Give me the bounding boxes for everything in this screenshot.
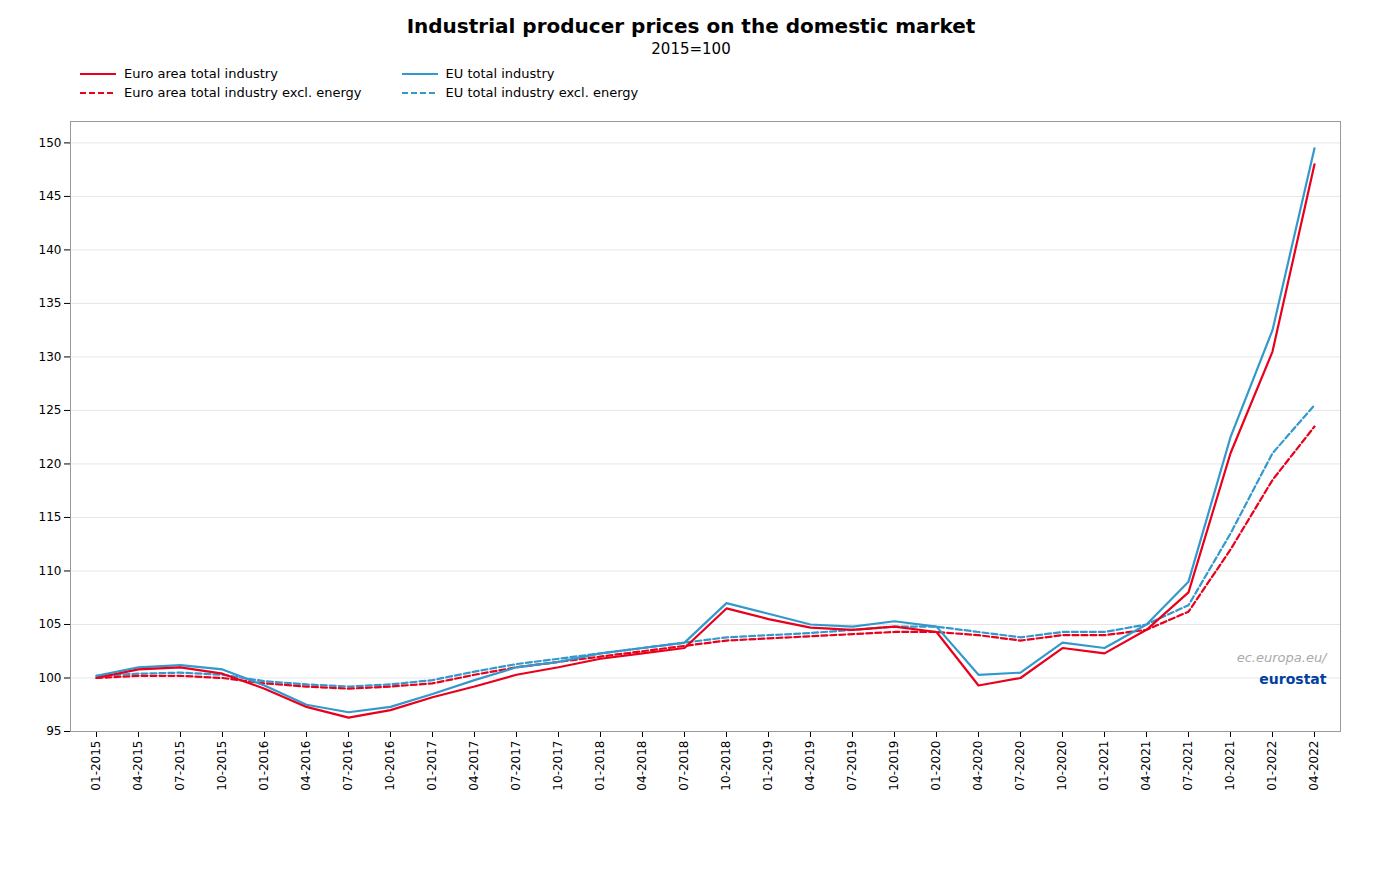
- svg-text:eurostat: eurostat: [1259, 671, 1326, 687]
- svg-text:10-2021: 10-2021: [1223, 741, 1237, 791]
- svg-text:04-2021: 04-2021: [1139, 741, 1153, 791]
- svg-text:07-2018: 07-2018: [677, 741, 691, 791]
- svg-text:10-2016: 10-2016: [383, 741, 397, 791]
- html-text:Euro area total industry: Euro area total industry: [124, 66, 278, 81]
- svg-text:07-2019: 07-2019: [845, 741, 859, 791]
- svg-text:07-2017: 07-2017: [509, 741, 523, 791]
- svg-text:07-2021: 07-2021: [1181, 741, 1195, 791]
- svg-text:125: 125: [39, 403, 62, 417]
- svg-text:130: 130: [39, 350, 62, 364]
- svg-text:145: 145: [39, 189, 62, 203]
- html-text:EU total industry excl. energy: EU total industry excl. energy: [445, 85, 639, 100]
- svg-text:150: 150: [39, 136, 62, 150]
- svg-text:120: 120: [39, 457, 62, 471]
- svg-text:01-2016: 01-2016: [257, 741, 271, 791]
- svg-text:04-2019: 04-2019: [803, 741, 817, 791]
- svg-text:135: 135: [39, 296, 62, 310]
- svg-text:01-2021: 01-2021: [1097, 741, 1111, 791]
- svg-text:01-2018: 01-2018: [593, 741, 607, 791]
- svg-text:95: 95: [46, 724, 61, 738]
- svg-text:04-2016: 04-2016: [299, 741, 313, 791]
- svg-text:04-2022: 04-2022: [1307, 741, 1321, 791]
- svg-text:04-2015: 04-2015: [131, 741, 145, 791]
- svg-text:140: 140: [39, 243, 62, 257]
- html-text:EU total industry: EU total industry: [445, 66, 555, 81]
- svg-text:07-2020: 07-2020: [1013, 741, 1027, 791]
- html-text:Industrial producer prices on: Industrial producer prices on the domest…: [406, 14, 976, 38]
- svg-text:10-2015: 10-2015: [215, 741, 229, 791]
- html-text:2015=100: 2015=100: [651, 40, 731, 58]
- svg-text:01-2015: 01-2015: [89, 741, 103, 791]
- svg-text:04-2020: 04-2020: [971, 741, 985, 791]
- svg-text:10-2017: 10-2017: [551, 741, 565, 791]
- svg-text:ec.europa.eu/: ec.europa.eu/: [1237, 650, 1328, 665]
- svg-text:04-2017: 04-2017: [467, 741, 481, 791]
- svg-text:10-2018: 10-2018: [719, 741, 733, 791]
- svg-text:01-2017: 01-2017: [425, 741, 439, 791]
- svg-text:01-2020: 01-2020: [929, 741, 943, 791]
- html-text:Euro area total industry excl.: Euro area total industry excl. energy: [124, 85, 362, 100]
- svg-text:07-2016: 07-2016: [341, 741, 355, 791]
- svg-text:110: 110: [39, 564, 62, 578]
- svg-text:100: 100: [39, 671, 62, 685]
- svg-text:105: 105: [39, 617, 62, 631]
- svg-text:115: 115: [39, 510, 62, 524]
- svg-text:01-2022: 01-2022: [1265, 741, 1279, 791]
- svg-text:01-2019: 01-2019: [761, 741, 775, 791]
- svg-text:04-2018: 04-2018: [635, 741, 649, 791]
- svg-text:10-2020: 10-2020: [1055, 741, 1069, 791]
- svg-text:07-2015: 07-2015: [173, 741, 187, 791]
- svg-text:10-2019: 10-2019: [887, 741, 901, 791]
